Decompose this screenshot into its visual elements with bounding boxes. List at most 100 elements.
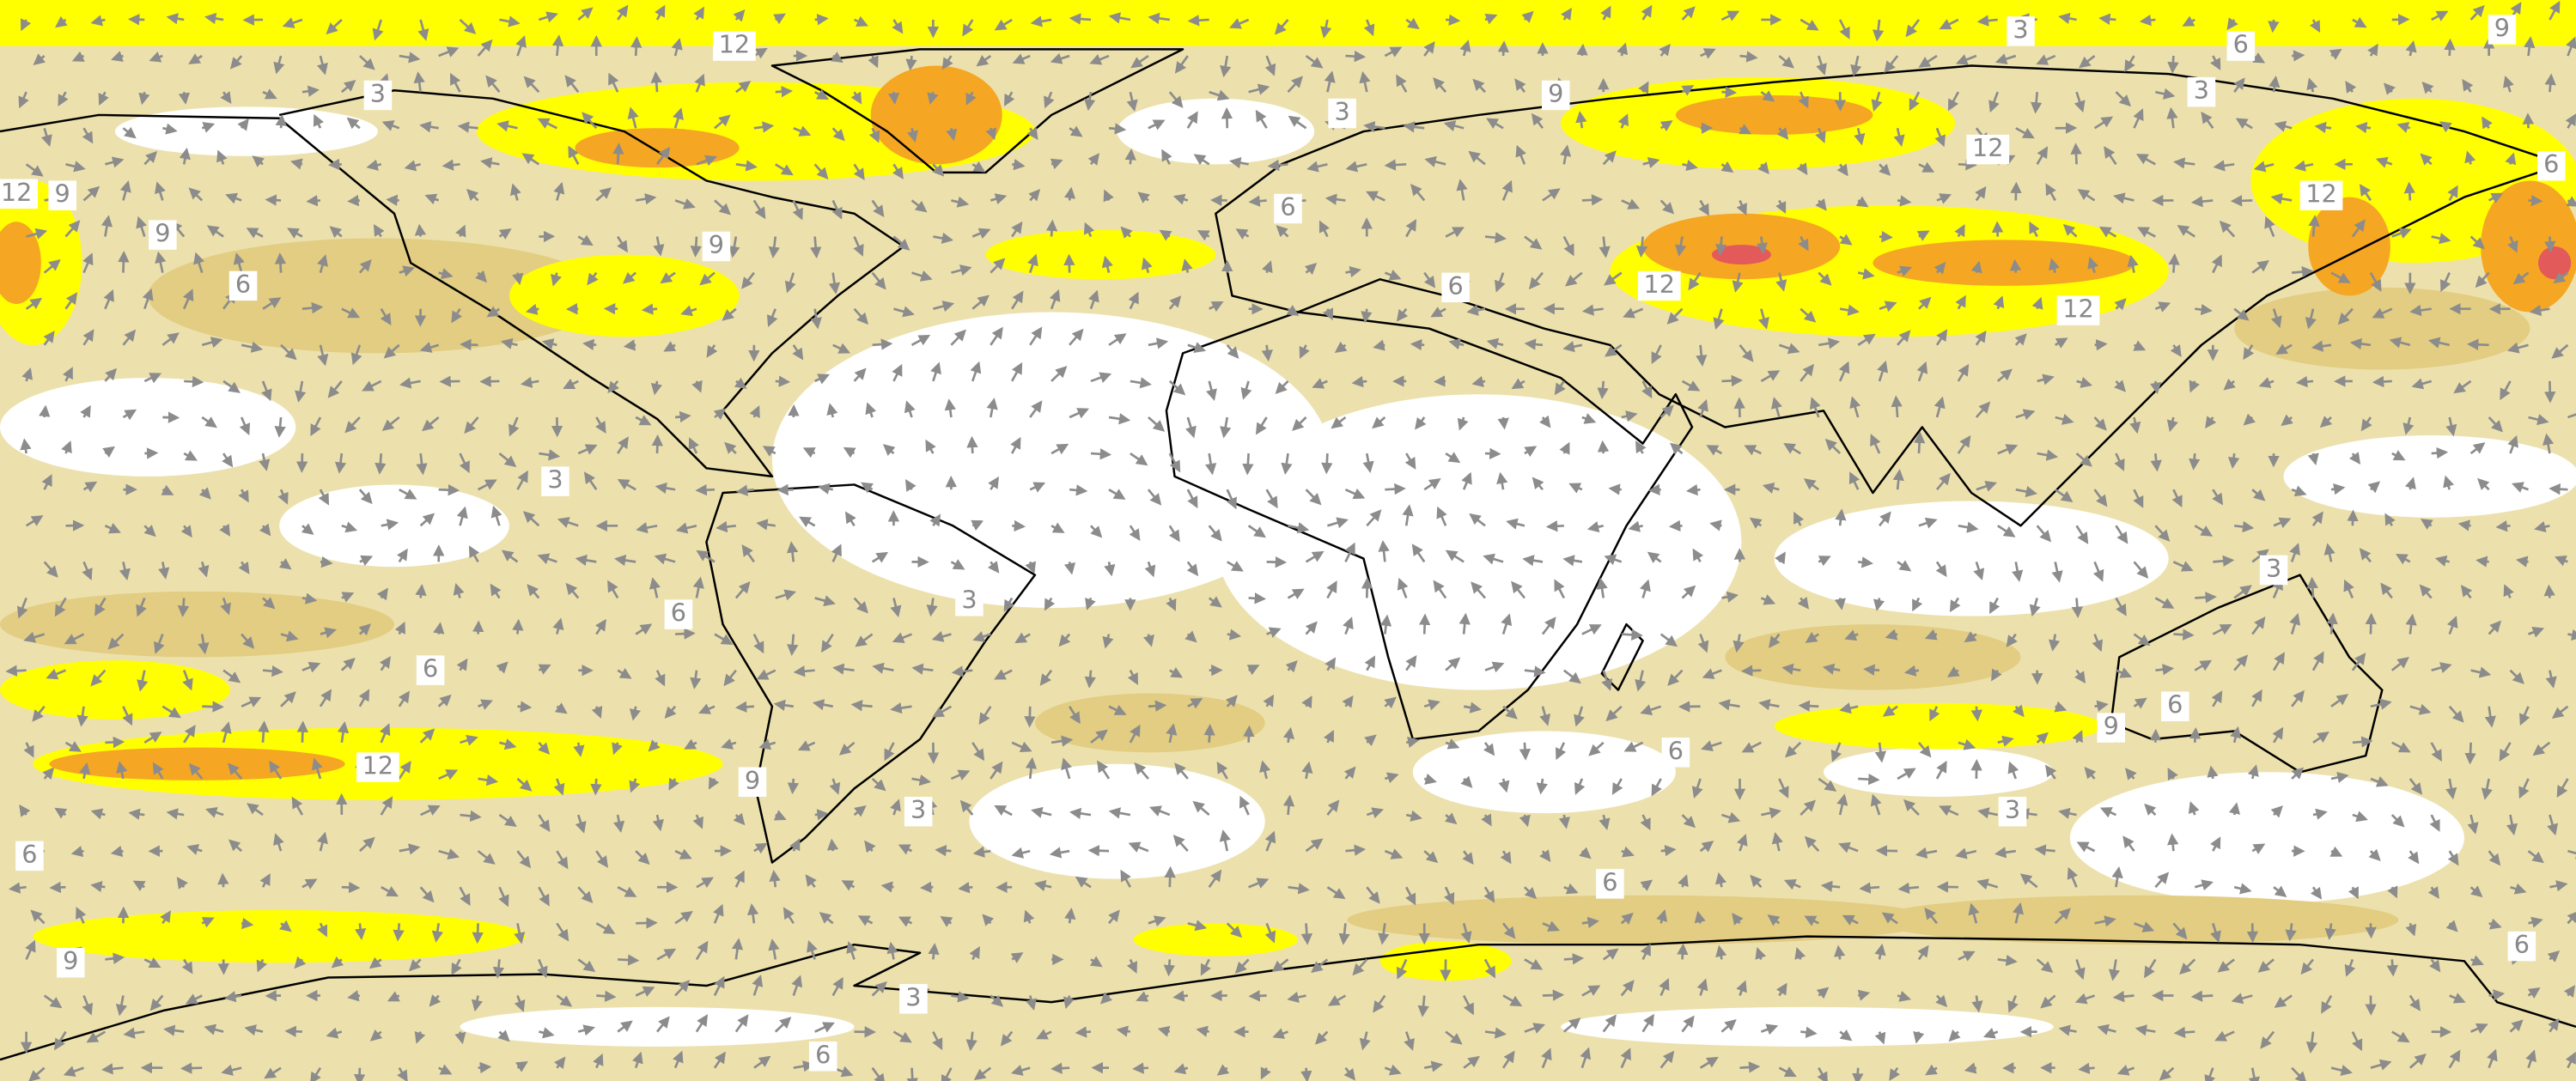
wind-arrow [142, 288, 154, 310]
wind-arrow [1446, 14, 1461, 26]
wind-arrow [553, 181, 565, 201]
wind-arrow [1660, 844, 1677, 857]
wind-arrow [274, 252, 287, 273]
wind-arrow [1300, 923, 1313, 945]
wind-arrow [517, 701, 533, 713]
wind-arrow [20, 438, 32, 454]
wind-arrow [416, 452, 428, 476]
wind-arrow [225, 192, 242, 204]
wind-arrow [1108, 413, 1131, 425]
wind-arrow [509, 416, 520, 437]
wind-arrow [1739, 124, 1752, 135]
wind-arrow [814, 88, 829, 100]
wind-arrow [262, 665, 283, 677]
wind-arrow [1600, 5, 1611, 21]
wind-arrow [773, 13, 787, 25]
wind-arrow [1240, 380, 1252, 400]
wind-arrow [962, 19, 974, 37]
wind-arrow [61, 440, 72, 454]
wind-arrow [724, 441, 737, 455]
wind-arrow [880, 881, 894, 893]
wind-arrow [2235, 118, 2253, 130]
wind-arrow [577, 444, 598, 455]
wind-arrow [2189, 380, 2200, 393]
wind-arrow [734, 701, 754, 714]
wind-arrow [1084, 91, 1096, 112]
wind-arrow [1778, 55, 1794, 69]
wind-arrow [1597, 440, 1610, 454]
wind-arrow [1659, 43, 1671, 57]
wind-arrow [329, 226, 343, 239]
wind-arrow [741, 271, 755, 289]
contour-label: 12 [362, 751, 394, 780]
wind-arrow [1050, 52, 1070, 64]
wind-arrow [695, 483, 716, 496]
wind-arrow [617, 235, 628, 253]
wind-arrow [82, 127, 94, 144]
wind-arrow [301, 85, 320, 97]
wind-arrow [1818, 337, 1841, 349]
wind-arrow [327, 158, 342, 171]
wind-arrow [1248, 195, 1267, 207]
wind-arrow [944, 398, 956, 418]
wind-arrow [280, 343, 297, 361]
wind-arrow [459, 452, 470, 474]
wind-arrow [1934, 127, 1946, 148]
wind-arrow [327, 380, 343, 398]
wind-arrow [674, 410, 691, 423]
wind-arrow [2528, 194, 2543, 207]
wind-arrow [1775, 199, 1787, 215]
wind-arrow [1090, 448, 1112, 460]
wind-arrow [2167, 833, 2179, 852]
wind-arrow [1849, 396, 1861, 418]
wind-arrow [1168, 452, 1181, 473]
wind-arrow [20, 18, 32, 32]
wind-arrow [1897, 265, 1912, 277]
wind-arrow [538, 11, 558, 23]
wind-arrow [582, 112, 598, 130]
wind-arrow [951, 196, 970, 208]
wind-arrow [317, 344, 329, 367]
wind-arrow [752, 199, 766, 220]
wind-arrow [1345, 50, 1367, 63]
wind-arrow [233, 252, 245, 273]
wind-arrow [1538, 415, 1551, 428]
wind-arrow [1163, 959, 1176, 977]
wind-arrow [2351, 219, 2366, 238]
wind-arrow [722, 307, 737, 321]
wind-arrow [1010, 436, 1021, 454]
contour-label: 12 [2062, 295, 2094, 324]
wind-arrow [541, 338, 557, 350]
wind-arrow [2281, 414, 2293, 427]
wind-arrow [887, 92, 900, 105]
wind-arrow [2173, 157, 2195, 169]
wind-arrow [2045, 183, 2056, 202]
wind-arrow [1484, 13, 1498, 25]
wind-arrow [239, 416, 251, 436]
wind-arrow [1050, 1062, 1070, 1074]
wind-arrow [362, 380, 382, 392]
contour-label: 9 [2104, 712, 2119, 741]
wind-arrow [344, 416, 361, 434]
wind-arrow [178, 91, 191, 105]
wind-arrow [515, 35, 527, 57]
wind-arrow [2135, 154, 2157, 166]
wind-arrow [306, 195, 321, 207]
wind-arrow [1128, 291, 1139, 310]
wind-arrow [386, 194, 399, 206]
wind-arrow [910, 335, 931, 346]
wind-arrow [1909, 91, 1921, 112]
wind-arrow [413, 71, 425, 93]
wind-arrow [853, 367, 867, 382]
wind-arrow [1638, 81, 1649, 94]
wind-arrow [1891, 395, 1903, 418]
wind-arrow [1363, 120, 1385, 133]
wind-arrow [366, 159, 382, 171]
contour-label: 12 [1643, 270, 1675, 299]
wind-arrow [2503, 75, 2514, 93]
wind-arrow [246, 228, 264, 239]
wind-arrow [1028, 188, 1041, 202]
wind-arrow [1576, 43, 1588, 57]
wind-arrow [2359, 184, 2372, 202]
